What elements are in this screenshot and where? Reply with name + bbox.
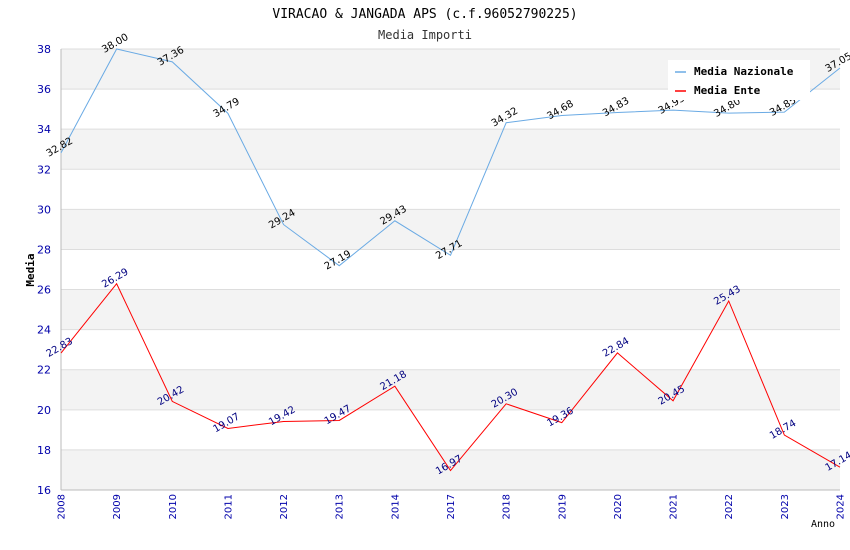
y-axis-ticks: 16 18 20 22 24 26 28 30 32 34 36 38 [37, 43, 51, 497]
y-tick-label: 16 [37, 484, 51, 497]
x-tick-label: 2014 [390, 494, 401, 519]
legend-label-media-ente: Media Ente [694, 84, 761, 97]
y-axis-label: Media [24, 253, 37, 286]
data-label: 22.83 [45, 336, 75, 360]
x-tick-label: 2011 [223, 494, 234, 519]
data-label: 34.79 [212, 96, 242, 120]
x-tick-label: 2023 [780, 494, 791, 519]
x-tick-label: 2021 [669, 494, 680, 519]
y-tick-label: 28 [37, 243, 51, 256]
x-tick-label: 2019 [557, 494, 568, 519]
data-label: 19.07 [212, 411, 242, 435]
chart-subtitle: Media Importi [378, 28, 472, 42]
y-tick-label: 34 [37, 123, 51, 136]
y-tick-label: 22 [37, 364, 51, 377]
legend-label-media-nazionale: Media Nazionale [694, 65, 794, 78]
grid-band [61, 369, 840, 410]
grid-band [61, 209, 840, 250]
x-tick-label: 2020 [613, 494, 624, 519]
data-label: 34.83 [601, 95, 631, 119]
x-tick-label: 2012 [279, 494, 290, 519]
y-tick-label: 20 [37, 404, 51, 417]
y-tick-label: 24 [37, 324, 51, 337]
x-tick-label: 2022 [724, 494, 735, 519]
series-lines [60, 48, 841, 472]
y-tick-label: 30 [37, 203, 51, 216]
data-label: 22.84 [601, 336, 631, 360]
x-tick-label: 2008 [57, 494, 68, 519]
data-label: 26.29 [100, 267, 130, 291]
y-tick-label: 36 [37, 83, 51, 96]
data-label: 18.74 [768, 418, 798, 442]
x-tick-label: 2010 [168, 494, 179, 519]
x-tick-label: 2013 [335, 494, 346, 519]
grid-band [61, 289, 840, 330]
y-tick-label: 26 [37, 284, 51, 297]
x-tick-label: 2018 [502, 494, 513, 519]
x-axis-label: Anno [811, 519, 835, 530]
series-line-media-ente [60, 282, 841, 472]
grid-band [61, 129, 840, 170]
legend-box [668, 60, 810, 100]
series-line-media-nazionale [60, 48, 841, 267]
y-tick-label: 38 [37, 43, 51, 56]
data-label: 27.19 [323, 249, 353, 273]
data-label: 34.68 [545, 98, 575, 122]
x-tick-label: 2017 [446, 494, 457, 519]
y-tick-label: 32 [37, 163, 51, 176]
chart-title: VIRACAO & JANGADA APS (c.f.96052790225) [272, 7, 577, 22]
axes [60, 49, 840, 491]
x-axis-ticks: 2008 2009 2010 2011 2012 2013 2014 2017 2018 2019… [57, 494, 847, 519]
y-tick-label: 18 [37, 444, 51, 457]
x-tick-label: 2024 [836, 494, 847, 519]
legend: Media Nazionale Media Ente [668, 60, 810, 100]
x-tick-label: 2009 [112, 494, 123, 519]
